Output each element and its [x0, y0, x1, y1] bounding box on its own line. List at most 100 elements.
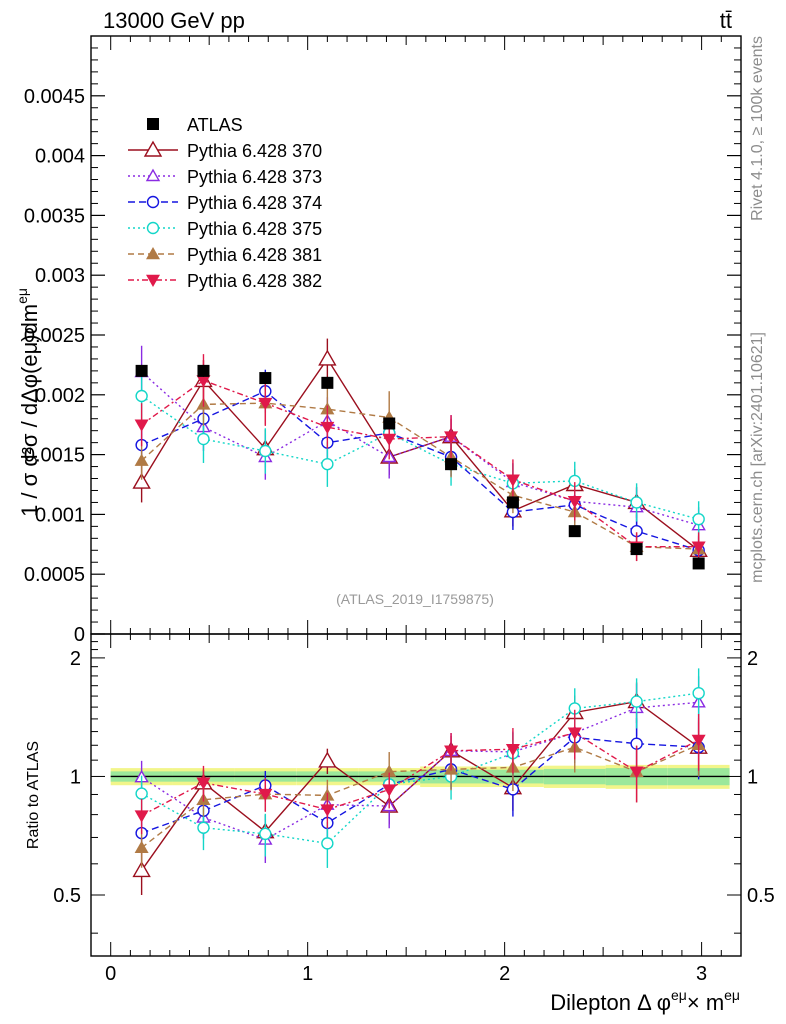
y-tick-label: 0.0045 — [24, 86, 85, 108]
series-ratio-line — [141, 701, 699, 841]
data-point — [445, 458, 458, 471]
legend-marker — [145, 168, 161, 182]
series-ratio-point — [321, 837, 334, 850]
x-axis-label-delta: Δ — [637, 990, 652, 1015]
series-ratio-point — [134, 810, 149, 823]
ratio-series-layer — [132, 668, 708, 895]
ratio-tick-label-right: 0.5 — [747, 885, 775, 907]
data-point — [692, 557, 705, 570]
data-point — [506, 496, 519, 509]
legend-label-atlas: ATLAS — [187, 115, 243, 135]
series-point — [197, 432, 210, 446]
ratio-tick-label: 1 — [70, 766, 81, 788]
series-ratio-point — [692, 686, 705, 700]
legend-marker — [146, 221, 160, 235]
series-point — [258, 397, 273, 411]
process-label: tt̄ — [720, 8, 732, 33]
series-ratio-point — [629, 766, 644, 779]
y-tick-label: 0.003 — [35, 265, 85, 287]
series-point — [135, 389, 148, 403]
series-line — [141, 390, 699, 551]
y-tick-label: 0.0035 — [24, 205, 85, 227]
ratio-tick-label-right: 1 — [747, 766, 758, 788]
series-point — [134, 419, 149, 432]
series-point — [382, 433, 397, 447]
series-ratio-point — [630, 695, 643, 708]
y-axis-label-sup: eμ — [14, 288, 30, 304]
series-4-main — [135, 369, 705, 538]
series-ratio-point — [567, 727, 582, 740]
ratio-tick-label: 2 — [70, 648, 81, 670]
legend-label: Pythia 6.428 381 — [187, 245, 322, 265]
ratio-axes: 0 1 2 3 0.5 0.5 1 1 2 2 — [53, 634, 775, 985]
series-ratio-point — [258, 788, 273, 802]
mcplots-label: mcplots.cern.ch [arXiv:2401.10621] — [749, 332, 766, 583]
data-point — [197, 364, 210, 377]
series-6-ratio — [134, 709, 706, 835]
series-line — [141, 395, 699, 520]
legend-marker — [146, 195, 160, 209]
series-point — [692, 512, 705, 526]
ratio-plot-frame — [90, 633, 742, 957]
y-tick-label: 0.0005 — [24, 564, 85, 586]
y-tick-label: 0.002 — [35, 385, 85, 407]
series-3-main — [135, 369, 705, 565]
series-5-main — [134, 381, 706, 564]
series-ratio-point — [196, 777, 211, 790]
main-series-layer — [132, 338, 708, 570]
series-point — [320, 421, 335, 435]
series-ratio-point — [444, 745, 459, 758]
series-point — [134, 453, 149, 466]
legend: ATLAS Pythia 6.428 370 Pythia 6.428 373 Pyt… — [128, 115, 322, 291]
series-ratio-line — [141, 700, 700, 871]
series-ratio-point — [135, 787, 148, 800]
legend-marker — [146, 247, 160, 260]
series-ratio-line — [141, 692, 699, 845]
y-tick-label: 0.0015 — [24, 445, 85, 467]
series-ratio-point — [505, 743, 520, 757]
series-point — [567, 495, 582, 509]
legend-marker — [143, 140, 163, 157]
x-tick-label: 1 — [302, 963, 313, 985]
series-ratio-line — [141, 736, 699, 834]
y-tick-label: 0 — [74, 624, 85, 646]
series-ratio-line — [141, 744, 699, 849]
x-tick-label: 3 — [696, 963, 707, 985]
series-ratio-point — [320, 804, 335, 817]
series-1-main — [132, 338, 708, 564]
series-ratio-point — [382, 764, 397, 777]
legend-label: Pythia 6.428 373 — [187, 167, 322, 187]
legend-label: Pythia 6.428 370 — [187, 141, 322, 161]
y-axis-label: 1 / σ d²σ / dΔφ(eμ)dmeμ — [14, 288, 42, 517]
series-point — [321, 457, 334, 471]
main-axes: 0 0.0005 0.001 0.0015 0.002 0.0025 0.003 0.0035… — [24, 36, 741, 646]
ratio-tick-label-right: 2 — [747, 648, 758, 670]
series-ratio-point — [132, 861, 151, 878]
analysis-label: (ATLAS_2019_I1759875) — [336, 591, 494, 607]
series-line — [141, 402, 699, 550]
series-ratio-point — [318, 751, 337, 768]
energy-label: 13000 GeV pp — [103, 8, 245, 33]
series-ratio-line — [141, 732, 699, 817]
series-ratio-point — [197, 821, 210, 834]
y-tick-label: 0.001 — [35, 504, 85, 526]
series-ratio-point — [259, 827, 272, 841]
data-point — [321, 376, 334, 389]
series-ratio-point — [382, 784, 397, 797]
legend-label: Pythia 6.428 374 — [187, 193, 322, 213]
x-axis-label-sup1: eμ — [671, 987, 687, 1003]
series-6-main — [134, 354, 706, 562]
data-point — [135, 364, 148, 377]
series-point — [444, 431, 459, 444]
y-tick-label: 0.0025 — [24, 325, 85, 347]
x-tick-label: 0 — [105, 963, 116, 985]
series-point — [691, 541, 706, 554]
data-point — [383, 417, 396, 430]
series-point — [196, 375, 211, 388]
legend-marker — [146, 274, 160, 287]
series-line — [141, 379, 699, 548]
legend-label: Pythia 6.428 375 — [187, 219, 322, 239]
x-axis-label-phi: φ — [657, 990, 671, 1015]
series-ratio-point — [691, 734, 706, 748]
